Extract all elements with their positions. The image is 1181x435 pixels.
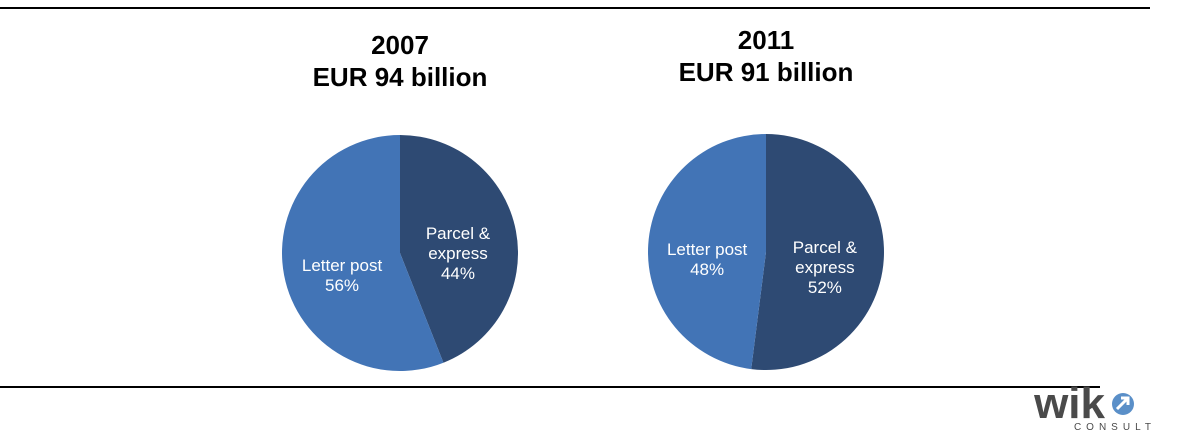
chart-title: 2011 (738, 25, 794, 55)
logo-arrow (1115, 396, 1130, 411)
chart-subtitle: EUR 91 billion (679, 57, 854, 87)
slice-category: Parcel & express (425, 223, 491, 263)
slice-label: Parcel & express 44% (408, 224, 508, 284)
slice-value: 56% (325, 276, 360, 296)
slice-label: Letter post 56% (302, 256, 382, 296)
chart-subtitle: EUR 94 billion (313, 62, 488, 92)
pie-slice (281, 134, 444, 371)
chart-title: 2007 (371, 30, 429, 60)
slice-value: 52% (807, 277, 842, 297)
slice-label: Letter post 48% (667, 240, 747, 280)
slice-category: Letter post (301, 256, 383, 276)
slice-category: Letter post (666, 240, 748, 260)
pie-slice (400, 135, 518, 363)
slice-value: 44% (440, 263, 475, 283)
logo-tagline: CONSULT (1074, 422, 1156, 433)
pie-slice (647, 134, 766, 370)
slice-label: Parcel & express 52% (775, 238, 875, 298)
slice-category: Parcel & express (792, 237, 857, 277)
pie-slice (751, 134, 884, 370)
logo-name: wik (1033, 379, 1105, 428)
slice-value: 48% (690, 260, 725, 280)
